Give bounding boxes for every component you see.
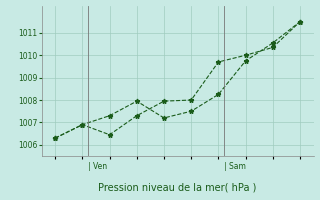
- Text: Pression niveau de la mer( hPa ): Pression niveau de la mer( hPa ): [99, 183, 257, 193]
- Text: | Ven: | Ven: [88, 162, 107, 171]
- Text: | Sam: | Sam: [224, 162, 246, 171]
